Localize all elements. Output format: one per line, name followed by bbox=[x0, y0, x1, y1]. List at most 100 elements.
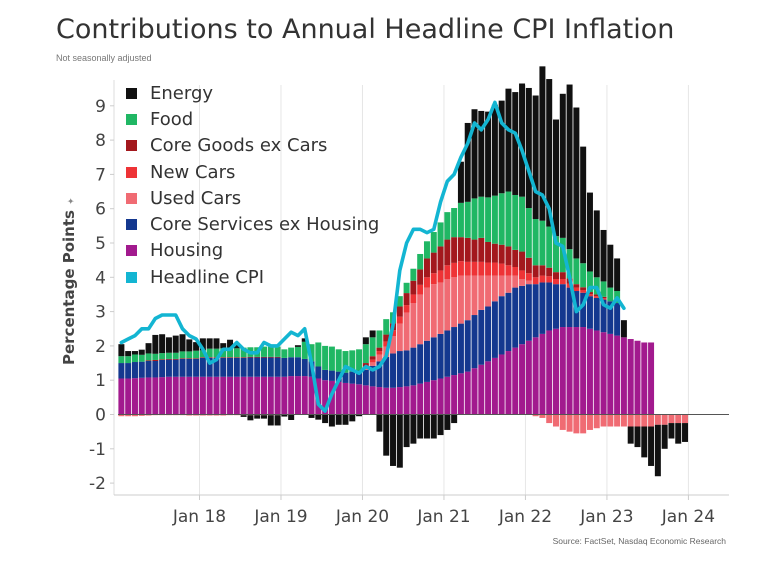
bar-segment-used-cars bbox=[512, 275, 519, 288]
bar-segment-core-goods-ex-cars bbox=[553, 272, 559, 280]
bar-segment-used-cars bbox=[614, 414, 621, 427]
bar-segment-energy bbox=[525, 87, 532, 209]
bar-segment-core-services-ex-housing bbox=[417, 344, 424, 384]
bar-segment-new-cars bbox=[430, 273, 437, 285]
bar-segment-core-goods-ex-cars bbox=[199, 357, 206, 358]
bar-segment-core-services-ex-housing bbox=[444, 330, 451, 377]
bar-segment-new-cars bbox=[410, 294, 417, 304]
bar-segment-used-cars bbox=[423, 287, 430, 341]
bar-segment-housing bbox=[457, 373, 464, 415]
bar-segment-housing bbox=[369, 386, 376, 415]
bar-segment-core-services-ex-housing bbox=[281, 357, 288, 377]
bar-segment-energy bbox=[186, 339, 193, 352]
bar-segment-food bbox=[437, 222, 444, 247]
bar-segment-core-goods-ex-cars bbox=[159, 359, 166, 360]
bar-segment-housing bbox=[288, 376, 295, 415]
bar-segment-used-cars bbox=[607, 414, 614, 427]
bar-segment-used-cars bbox=[675, 414, 682, 424]
bar-segment-energy bbox=[328, 414, 335, 427]
bar-segment-core-services-ex-housing bbox=[118, 363, 125, 379]
bar-segment-core-services-ex-housing bbox=[294, 357, 301, 377]
bar-segment-food bbox=[410, 268, 417, 281]
bar-segment-housing bbox=[376, 387, 383, 415]
bar-segment-food bbox=[274, 346, 281, 357]
bar-segment-food bbox=[322, 345, 329, 370]
bar-segment-energy bbox=[532, 95, 539, 219]
bar-segment-core-services-ex-housing bbox=[328, 370, 335, 381]
bar-segment-energy bbox=[634, 426, 641, 448]
bar-segment-core-services-ex-housing bbox=[586, 296, 593, 329]
bar-segment-food bbox=[464, 201, 471, 238]
bar-segment-housing bbox=[586, 328, 593, 415]
bar-segment-energy bbox=[451, 414, 458, 424]
bar-segment-housing bbox=[614, 335, 621, 415]
bar-segment-new-cars bbox=[553, 279, 559, 285]
legend-swatch bbox=[126, 166, 137, 178]
bar-segment-housing bbox=[627, 339, 634, 415]
bar-segment-energy bbox=[682, 423, 689, 442]
bar-segment-new-cars bbox=[457, 261, 464, 276]
bar-segment-used-cars bbox=[478, 275, 485, 310]
bar-segment-core-services-ex-housing bbox=[376, 361, 383, 388]
bar-segment-housing bbox=[593, 330, 600, 415]
bar-segment-core-goods-ex-cars bbox=[152, 359, 159, 361]
bar-segment-core-services-ex-housing bbox=[152, 360, 159, 378]
bar-segment-food bbox=[356, 349, 363, 371]
bar-segment-housing bbox=[546, 330, 553, 415]
bar-segment-energy bbox=[519, 83, 526, 197]
bar-segment-used-cars bbox=[131, 414, 138, 417]
bar-segment-energy bbox=[193, 342, 200, 351]
bar-segment-energy bbox=[437, 414, 444, 436]
bar-segment-housing bbox=[471, 368, 478, 415]
bar-segment-food bbox=[301, 341, 308, 359]
bar-segment-core-services-ex-housing bbox=[322, 369, 329, 381]
bar-segment-core-services-ex-housing bbox=[165, 359, 172, 377]
bar-segment-used-cars bbox=[525, 280, 532, 285]
bar-segment-core-goods-ex-cars bbox=[172, 358, 179, 360]
axes-layer: -2 -1 0 1 2 3 4 5 6 7 8 9 Jan 18 Jan 19 Jan 20 Jan 21 Ja… bbox=[89, 80, 729, 527]
bar-segment-new-cars bbox=[546, 276, 553, 283]
y-tick-label: -2 bbox=[89, 474, 106, 494]
bar-segment-energy bbox=[362, 337, 369, 345]
bar-segment-core-goods-ex-cars bbox=[206, 357, 213, 358]
bar-segment-core-goods-ex-cars bbox=[274, 356, 281, 358]
bar-segment-core-goods-ex-cars bbox=[240, 357, 247, 358]
bar-segment-used-cars bbox=[539, 414, 546, 418]
bar-segment-food bbox=[376, 330, 383, 348]
bar-segment-housing bbox=[362, 385, 369, 415]
bar-segment-core-services-ex-housing bbox=[410, 347, 417, 386]
bar-segment-housing bbox=[498, 354, 505, 415]
bar-segment-core-goods-ex-cars bbox=[254, 356, 261, 358]
bar-segment-new-cars bbox=[376, 351, 383, 355]
bar-segment-core-services-ex-housing bbox=[396, 351, 403, 388]
bar-segment-energy bbox=[410, 414, 417, 444]
bar-segment-food bbox=[396, 296, 403, 307]
bar-segment-energy bbox=[254, 415, 261, 419]
y-axis-label: Percentage Points ✦ bbox=[60, 197, 78, 365]
bar-segment-energy bbox=[444, 414, 451, 430]
bar-segment-new-cars bbox=[417, 284, 424, 295]
bar-segment-food bbox=[267, 346, 274, 357]
bar-segment-core-goods-ex-cars bbox=[179, 358, 186, 359]
bar-segment-core-services-ex-housing bbox=[342, 372, 349, 383]
legend-label: New Cars bbox=[150, 161, 236, 183]
y-axis-label-text: Percentage Points bbox=[60, 210, 78, 365]
bar-segment-food bbox=[145, 353, 152, 361]
bar-segment-housing bbox=[335, 381, 342, 415]
legend-item-core-goods-ex-cars: Core Goods ex Cars bbox=[126, 133, 379, 159]
x-tick-label: Jan 19 bbox=[253, 507, 307, 527]
bar-segment-used-cars bbox=[118, 414, 125, 417]
x-tick-label: Jan 22 bbox=[498, 507, 552, 527]
bar-segment-core-goods-ex-cars bbox=[600, 296, 607, 299]
bar-segment-core-goods-ex-cars bbox=[505, 246, 512, 266]
bar-segment-food bbox=[485, 197, 492, 242]
bar-segment-used-cars bbox=[457, 275, 464, 324]
bar-segment-core-services-ex-housing bbox=[349, 371, 356, 384]
bar-segment-housing bbox=[159, 377, 166, 415]
bar-segment-energy bbox=[165, 337, 172, 353]
bar-segment-housing bbox=[349, 383, 356, 415]
bar-segment-housing bbox=[172, 376, 179, 415]
bar-segment-energy bbox=[586, 192, 593, 272]
bar-segment-food bbox=[525, 208, 532, 258]
